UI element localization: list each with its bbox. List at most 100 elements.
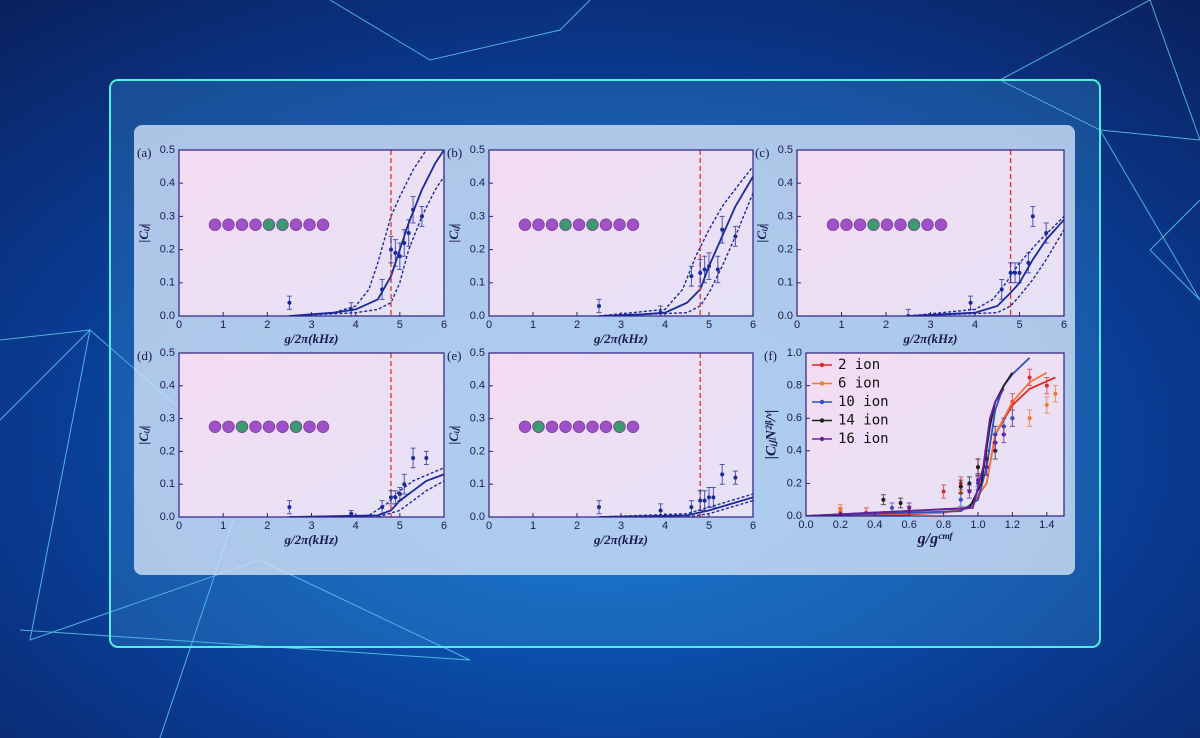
ion <box>599 218 613 231</box>
y-tick-label: 0.3 <box>160 210 175 222</box>
data-point <box>287 505 292 510</box>
ion <box>572 420 586 434</box>
data-point <box>702 498 707 503</box>
x-tick-label: 4 <box>353 520 359 532</box>
legend-marker <box>819 399 825 405</box>
x-tick-label: 1 <box>530 319 536 331</box>
data-point <box>1001 432 1006 437</box>
x-tick-label: 4 <box>972 319 978 331</box>
x-tick-label: 0.8 <box>936 519 951 531</box>
ion <box>289 420 303 434</box>
data-point <box>397 492 402 497</box>
theory-line <box>598 496 753 517</box>
x-tick-label: 1 <box>220 520 226 532</box>
x-tick-label: 1.2 <box>1005 519 1020 531</box>
data-point-error <box>905 308 911 316</box>
plot-content <box>806 357 1058 516</box>
y-axis-label: |Cᵢⱼ| <box>754 224 769 243</box>
ion <box>276 218 289 231</box>
legend-marker <box>819 381 825 386</box>
ion <box>249 218 262 231</box>
subplot: 0 1 2 3 4 5 6 0.0 0.1 0.2 0.3 0.4 0.5 g/2π(kHz) |Cᵢⱼ| (… <box>136 144 447 346</box>
y-tick-label: 0.5 <box>470 144 485 156</box>
ion <box>826 218 840 231</box>
ion <box>208 420 222 434</box>
panel-label: (e) <box>447 348 461 363</box>
x-tick-label: 0 <box>794 319 800 331</box>
data-point <box>984 465 989 470</box>
x-tick-label: 2 <box>264 520 270 532</box>
data-point <box>597 304 601 309</box>
x-tick-label: 3 <box>618 319 624 331</box>
data-point <box>1030 214 1035 219</box>
ion <box>262 218 276 231</box>
data-point <box>707 264 711 269</box>
x-tick-label: 2 <box>264 319 270 331</box>
y-tick-label: 0.1 <box>470 478 485 490</box>
data-point <box>1010 416 1015 421</box>
y-tick-label: 0.8 <box>787 380 802 392</box>
legend-label: 2 ion <box>838 357 880 373</box>
x-tick-label: 3 <box>618 520 624 532</box>
upper-bound <box>289 150 427 316</box>
y-axis-label: |CᵢⱼN²ᵝ/ᵛ| <box>763 410 779 460</box>
y-tick-label: 0.0 <box>160 310 175 322</box>
ion <box>316 218 330 231</box>
ion <box>518 218 532 231</box>
data-point <box>397 254 402 259</box>
lower-bound <box>377 480 444 517</box>
x-tick-label: 4 <box>353 319 359 331</box>
data-point <box>715 267 720 272</box>
plot-content <box>905 150 1064 316</box>
subplot: 0.0 0.2 0.4 0.6 0.8 1.0 1.2 1.4 0.0 0.2 0.4 0.6 0.8 1… <box>763 347 1065 548</box>
x-tick-label: 4 <box>662 520 668 532</box>
y-tick-label: 0.0 <box>778 310 793 322</box>
ion <box>545 218 559 231</box>
x-tick-label: 0 <box>176 520 182 532</box>
ion <box>235 218 249 231</box>
x-tick-label: 5 <box>397 520 403 532</box>
x-axis-label: g/gᶜᵐᶠ <box>917 531 955 548</box>
decor <box>1099 129 1200 301</box>
decor <box>0 328 261 641</box>
x-tick-label: 1 <box>838 319 844 331</box>
legend-marker <box>819 418 825 423</box>
ion <box>880 218 894 231</box>
data-point <box>1027 375 1032 380</box>
y-tick-label: 0.3 <box>470 210 485 222</box>
ion <box>586 420 599 434</box>
data-point <box>958 484 963 489</box>
x-tick-label: 0.4 <box>867 519 882 531</box>
data-point <box>380 505 385 510</box>
data-point <box>349 511 354 516</box>
data-point <box>1026 260 1031 265</box>
ion <box>518 420 532 434</box>
data-point <box>698 270 703 275</box>
data-point <box>707 495 711 500</box>
ion <box>545 420 559 434</box>
data-point <box>1008 270 1013 275</box>
plot-content <box>596 353 753 517</box>
x-axis-label: g/2π(kHz) <box>283 532 338 547</box>
data-point <box>733 475 738 480</box>
decor <box>19 559 471 661</box>
x-tick-label: 0 <box>486 520 492 532</box>
data-point <box>689 505 694 510</box>
y-tick-label: 0.2 <box>160 244 175 256</box>
data-point <box>406 231 411 235</box>
x-tick-label: 6 <box>1061 319 1067 331</box>
ion <box>572 218 586 231</box>
y-tick-label: 0.6 <box>787 412 802 424</box>
data-point <box>967 481 972 486</box>
panel-label: (c) <box>755 145 769 160</box>
ion <box>262 420 276 434</box>
y-axis-label: |Cᵢⱼ| <box>136 224 151 243</box>
data-point <box>411 207 416 212</box>
y-tick-label: 0.5 <box>778 144 793 156</box>
x-tick-label: 0.0 <box>798 519 813 531</box>
x-tick-label: 5 <box>1016 319 1022 331</box>
y-tick-label: 0.4 <box>470 177 485 189</box>
panel-label: (a) <box>137 145 151 160</box>
ion <box>222 420 235 434</box>
